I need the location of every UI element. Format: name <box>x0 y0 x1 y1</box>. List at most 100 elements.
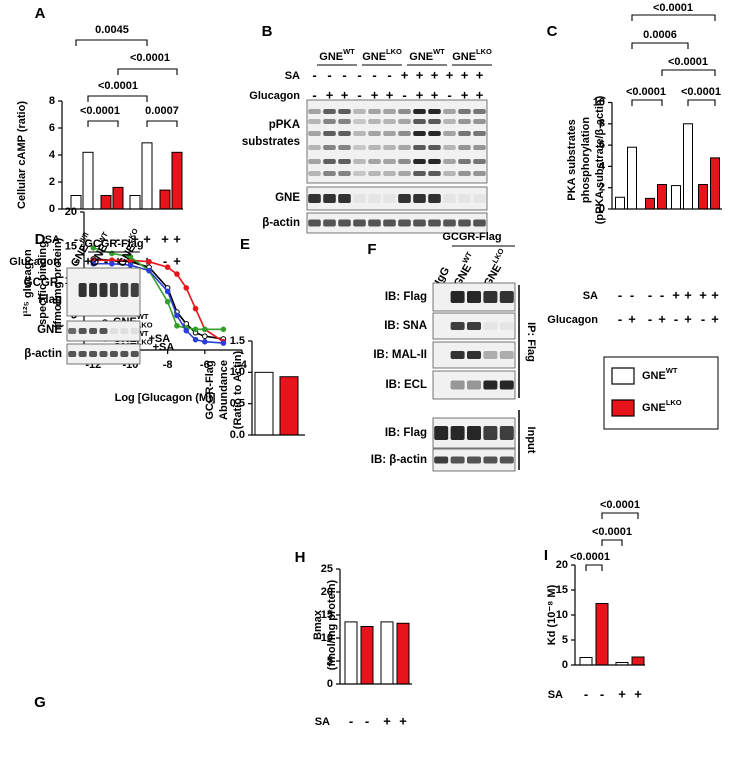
blot-band <box>450 322 465 330</box>
row-sign: + <box>699 287 707 302</box>
row-sign: + <box>672 287 680 302</box>
band-label: IB: Flag <box>385 427 427 439</box>
series-line <box>93 259 224 343</box>
blot-band <box>383 145 396 150</box>
row-sign: + <box>634 686 642 701</box>
row-sign: + <box>416 67 424 82</box>
row-label: Glucagon <box>9 256 60 268</box>
row-label: Glucagon <box>547 314 598 326</box>
y-tick-label: 8 <box>599 118 605 130</box>
significance-bracket <box>585 564 603 571</box>
blot-band <box>467 322 481 330</box>
blot-band <box>368 171 381 176</box>
blot-band <box>368 159 381 164</box>
y-axis-label: PKA substrates <box>566 119 578 201</box>
row-sign: + <box>476 87 484 102</box>
blot-band <box>308 159 321 164</box>
bar <box>615 196 625 210</box>
y-tick-label: 10 <box>556 609 568 621</box>
group-label-base: GNE <box>319 51 343 63</box>
blot-band <box>383 119 396 124</box>
blot-band <box>308 109 321 114</box>
row-sign: - <box>342 67 346 82</box>
blot-band <box>458 119 471 124</box>
blot-band <box>323 194 336 203</box>
bar <box>710 157 720 210</box>
blot-band <box>353 119 366 124</box>
y-tick-label: 15 <box>321 609 333 621</box>
blot-band <box>99 351 108 357</box>
blot-band <box>499 322 514 330</box>
y-axis-label: (pPKA substrate/β-actin) <box>594 95 606 224</box>
legend-swatch <box>611 367 635 385</box>
blot-band <box>109 351 118 357</box>
row-sign: + <box>461 87 469 102</box>
blot-band <box>68 351 77 357</box>
row-sign: - <box>312 87 316 102</box>
blot-band <box>473 219 486 227</box>
row-sign: + <box>383 713 391 728</box>
significance-bracket <box>601 512 639 519</box>
blot-band <box>308 171 321 176</box>
blot-band <box>434 426 449 440</box>
y-tick-label: 8 <box>49 95 55 107</box>
blot-band <box>130 283 139 297</box>
series-line <box>93 247 224 331</box>
significance-bracket <box>631 99 663 106</box>
row-sign: - <box>402 87 406 102</box>
blot-band <box>413 159 426 164</box>
bar <box>683 123 693 210</box>
row-sign: + <box>628 311 636 326</box>
blot-band <box>308 194 321 203</box>
y-axis-label: (fmol/mg protein) <box>52 237 64 328</box>
data-point <box>90 260 97 267</box>
blot-band <box>368 145 381 150</box>
blot-band <box>473 119 486 124</box>
row-sign: + <box>399 713 407 728</box>
y-tick-label: 5 <box>562 634 568 646</box>
row-sign: + <box>658 311 666 326</box>
lane-label-sup: LKO <box>491 247 507 265</box>
bar <box>698 184 708 210</box>
blot-band <box>338 171 351 176</box>
panel-letter: C <box>547 23 558 40</box>
blot-band <box>120 283 129 297</box>
band-label: β-actin <box>262 217 300 229</box>
group-label-base: GNE <box>452 51 476 63</box>
x-axis-label: Log [Glucagon (M)] <box>115 392 216 404</box>
p-value: <0.0001 <box>626 86 666 98</box>
blot-band <box>353 145 366 150</box>
blot-band <box>428 171 441 176</box>
legend-label-base: GNE <box>642 402 666 414</box>
legend-label-sup: WT <box>137 329 149 338</box>
blot-band <box>413 119 426 124</box>
y-axis-label: GCGR-Flag <box>204 360 216 419</box>
y-tick-label: 10 <box>321 632 333 644</box>
y-tick-label: 20 <box>65 206 77 218</box>
bar <box>380 621 394 685</box>
blot-band <box>338 109 351 114</box>
data-point <box>146 258 152 265</box>
blot-band <box>473 131 486 136</box>
blot-band <box>483 291 498 303</box>
bar <box>396 622 410 685</box>
p-value: <0.0001 <box>681 86 721 98</box>
row-sign: - <box>116 231 120 246</box>
blot-band <box>467 351 481 359</box>
data-point <box>174 312 180 319</box>
blot-band <box>323 131 336 136</box>
blot-band <box>338 194 351 203</box>
blot-band <box>383 159 396 164</box>
y-tick-label: 15 <box>556 584 568 596</box>
blot-band <box>398 171 411 176</box>
blot-band <box>398 145 411 150</box>
legend-label-sup: LKO <box>666 398 682 407</box>
x-tick-label: -4 <box>237 359 248 371</box>
blot-band <box>398 219 411 227</box>
p-value: <0.0001 <box>98 80 138 92</box>
band-label: IB: Flag <box>385 291 427 303</box>
data-point <box>127 262 134 268</box>
row-sign: + <box>446 67 454 82</box>
blot-band <box>338 159 351 164</box>
